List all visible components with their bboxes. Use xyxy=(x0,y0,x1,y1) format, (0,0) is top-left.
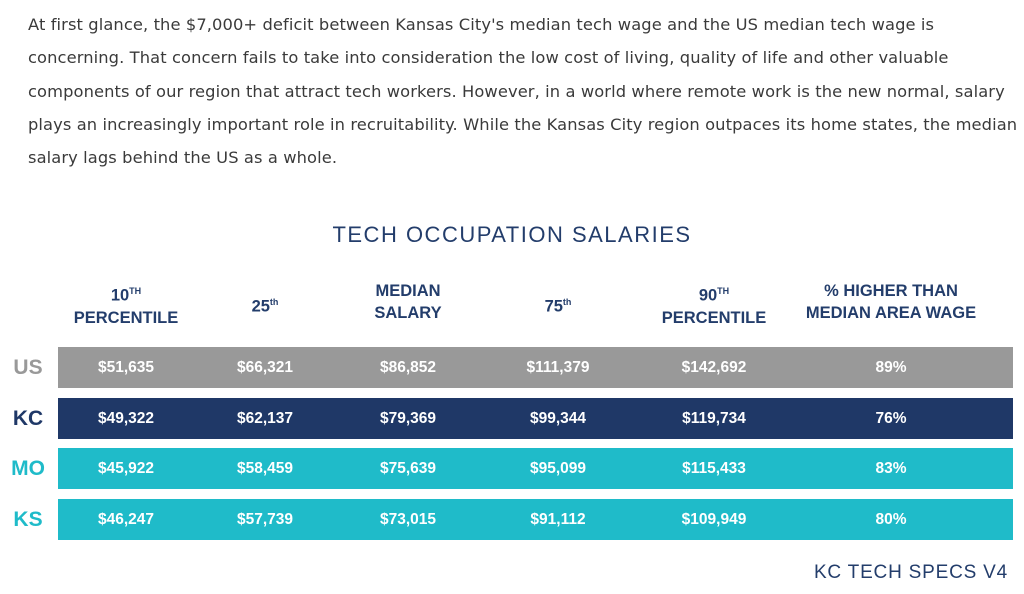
column-header: 25th xyxy=(165,291,365,318)
table-row: $51,635 $66,321 $86,852 $111,379 $142,692 89% xyxy=(58,347,1013,388)
table-cell: $142,692 xyxy=(681,359,747,376)
row-label: MO xyxy=(11,457,45,480)
table-row: $49,322 $62,137 $79,369 $99,344 $119,734 76% xyxy=(58,398,1013,439)
table-cell: $66,321 xyxy=(236,359,294,376)
table-cell: 83% xyxy=(875,460,907,477)
header-line2: SALARY xyxy=(374,304,442,322)
table-cell: $46,247 xyxy=(97,511,155,528)
table-row: $45,922 $58,459 $75,639 $95,099 $115,433 83% xyxy=(58,448,1013,489)
table-cell: $45,922 xyxy=(97,460,155,477)
header-sup: th xyxy=(562,297,572,307)
header-line1: % HIGHER THAN xyxy=(824,282,958,300)
table-cell: $58,459 xyxy=(236,460,294,477)
table-cell: $95,099 xyxy=(529,460,587,477)
table-cell: 76% xyxy=(875,410,907,427)
table-cell: $99,344 xyxy=(529,410,587,427)
header-line1: MEDIAN xyxy=(375,282,441,300)
header-line2: PERCENTILE xyxy=(73,308,179,327)
table-title: TECH OCCUPATION SALARIES xyxy=(332,222,692,247)
header-line1: 25 xyxy=(251,297,270,316)
header-line2: PERCENTILE xyxy=(661,308,767,327)
column-header: 90TH PERCENTILE xyxy=(614,280,814,329)
footer-label: KC TECH SPECS V4 xyxy=(813,562,1008,583)
table-cell: $62,137 xyxy=(236,410,294,427)
column-header: 75th xyxy=(458,291,658,318)
header-sup: th xyxy=(269,297,279,307)
table-cell: $51,635 xyxy=(97,359,155,376)
table-cell: 80% xyxy=(875,511,907,528)
header-line2: MEDIAN AREA WAGE xyxy=(805,304,977,322)
table-cell: $111,379 xyxy=(526,359,590,376)
table-cell: $115,433 xyxy=(682,460,746,477)
table-cell: $57,739 xyxy=(236,511,294,528)
table-cell: 89% xyxy=(875,359,907,376)
header-sup: TH xyxy=(129,286,142,296)
column-header: 10TH PERCENTILE xyxy=(26,280,226,329)
table-cell: $91,112 xyxy=(530,511,586,528)
row-label: US xyxy=(13,356,43,379)
intro-paragraph: At first glance, the $7,000+ deficit bet… xyxy=(28,15,1018,168)
table-cell: $79,369 xyxy=(379,410,437,427)
header-sup: TH xyxy=(717,286,730,296)
column-header: % HIGHER THAN MEDIAN AREA WAGE xyxy=(791,280,991,324)
table-row: $46,247 $57,739 $73,015 $91,112 $109,949 80% xyxy=(58,499,1013,540)
row-label: KS xyxy=(13,508,43,531)
table-cell: $119,734 xyxy=(682,410,746,427)
header-line1: 75 xyxy=(544,297,563,316)
column-header: MEDIAN SALARY xyxy=(308,280,508,324)
table-cell: $73,015 xyxy=(379,511,437,528)
table-cell: $86,852 xyxy=(379,359,437,376)
table-cell: $49,322 xyxy=(97,410,155,427)
header-line1: 10 xyxy=(110,286,130,305)
row-label: KC xyxy=(12,407,44,430)
table-cell: $75,639 xyxy=(379,460,437,477)
header-line1: 90 xyxy=(698,286,718,305)
table-cell: $109,949 xyxy=(681,511,747,528)
